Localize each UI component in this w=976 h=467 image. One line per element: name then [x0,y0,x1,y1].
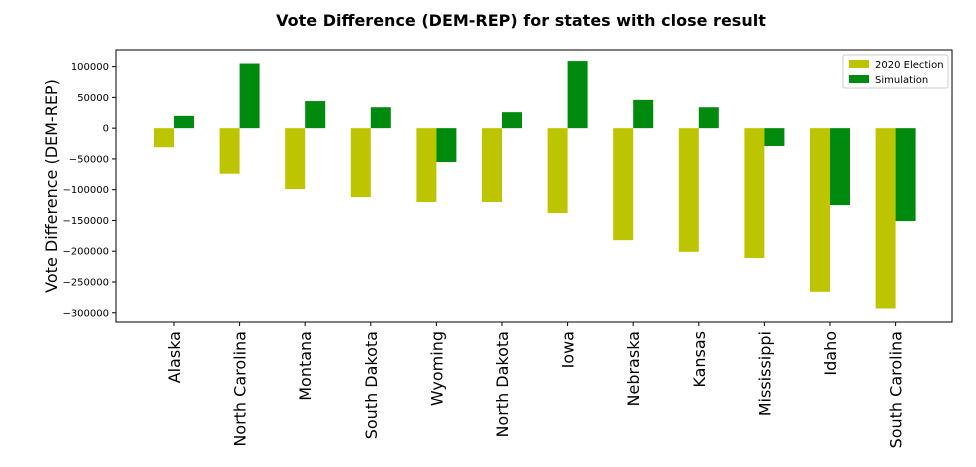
y-tick-label: −100000 [62,185,109,196]
legend-swatch [849,60,869,68]
y-tick-label: −150000 [62,216,109,227]
x-tick-label: South Dakota [362,331,381,439]
legend-label: Simulation [875,75,928,86]
bar-simulation-north-carolina [239,63,260,129]
bar-election-north-dakota [482,128,502,202]
bar-election-kansas [678,128,699,252]
plot-frame [115,49,953,323]
x-tick-label: Nebraska [624,331,643,406]
x-tick-label: Mississippi [755,331,774,416]
x-tick-label: Iowa [559,331,578,368]
y-axis-label: Vote Difference (DEM-REP) [42,79,61,293]
y-tick-label: 0 [103,124,109,135]
x-tick-label: Wyoming [427,331,446,406]
plot-area: 100000 50000 0 −50000 −100000 −150000 −200000 −… [62,61,916,448]
bar-election-north-carolina [219,128,240,174]
x-tick-label: Alaska [165,331,184,383]
y-tick-label: −50000 [69,154,109,165]
bar-simulation-mississippi [764,128,785,146]
legend-swatch [849,75,869,83]
y-tick-label: −300000 [62,308,109,319]
bar-simulation-idaho [830,128,850,206]
x-tick-label: North Carolina [231,331,250,447]
bar-simulation-iowa [567,61,588,129]
bar-election-idaho [810,128,830,292]
bar-simulation-south-dakota [370,107,391,129]
bar-election-south-dakota [350,128,371,198]
bar-simulation-nebraska [633,99,654,129]
x-tick-label: North Dakota [493,331,512,438]
x-tick-label: Kansas [690,331,709,388]
bar-simulation-south-carolina [895,128,916,222]
bar-simulation-alaska [174,115,194,129]
x-tick-label: South Carolina [887,331,906,448]
x-tick-label: Idaho [821,331,840,376]
bar-simulation-montana [305,101,326,129]
legend-box [842,54,949,89]
x-tick-label: Montana [296,331,315,401]
y-tick-label: −250000 [62,278,109,289]
y-tick-label: −200000 [62,247,109,258]
bar-simulation-kansas [698,107,719,129]
bar-election-mississippi [744,128,765,258]
bar-election-iowa [547,128,568,214]
bar-simulation-wyoming [436,128,457,162]
legend-label: 2020 Election [875,60,944,71]
legend: 2020 Election Simulation [842,54,949,89]
chart-title: Vote Difference (DEM-REP) for states wit… [276,11,766,30]
bar-election-south-carolina [875,128,896,309]
y-tick-label: 100000 [71,62,109,73]
y-tick-label: 50000 [77,93,109,104]
bar-election-nebraska [613,128,634,241]
bar-simulation-north-dakota [502,112,522,129]
bar-election-wyoming [416,128,437,202]
bar-election-montana [285,128,306,190]
bar-election-alaska [154,128,174,148]
